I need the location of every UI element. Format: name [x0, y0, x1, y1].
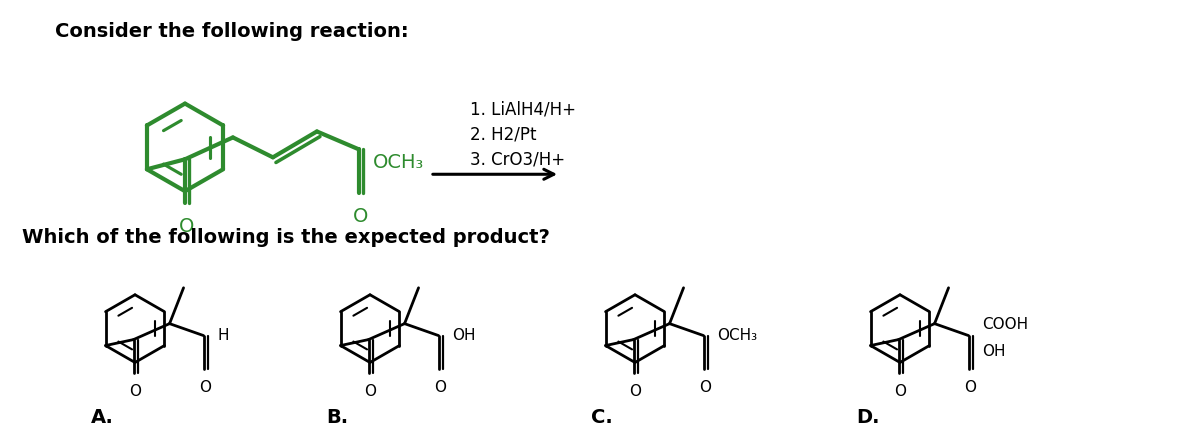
Text: A.: A. [91, 408, 114, 427]
Text: H: H [217, 328, 229, 343]
Text: O: O [365, 384, 377, 399]
Text: O: O [130, 384, 142, 399]
Text: D.: D. [856, 408, 880, 427]
Text: OH: OH [452, 328, 476, 343]
Text: 2. H2/Pt: 2. H2/Pt [470, 125, 536, 143]
Text: Which of the following is the expected product?: Which of the following is the expected p… [22, 227, 550, 247]
Text: O: O [700, 381, 712, 396]
Text: O: O [199, 381, 211, 396]
Text: O: O [353, 207, 368, 226]
Text: O: O [179, 217, 194, 236]
Text: 1. LiAlH4/H+: 1. LiAlH4/H+ [470, 100, 576, 118]
Text: O: O [894, 384, 906, 399]
Text: OH: OH [983, 344, 1006, 359]
Text: B.: B. [326, 408, 348, 427]
Text: Consider the following reaction:: Consider the following reaction: [55, 22, 409, 41]
Text: O: O [434, 381, 446, 396]
Text: OCH₃: OCH₃ [373, 153, 424, 172]
Text: COOH: COOH [983, 317, 1028, 332]
Text: 3. CrO3/H+: 3. CrO3/H+ [470, 150, 565, 168]
Text: O: O [630, 384, 642, 399]
Text: OCH₃: OCH₃ [718, 328, 757, 343]
Text: C.: C. [592, 408, 613, 427]
Text: O: O [965, 381, 977, 396]
